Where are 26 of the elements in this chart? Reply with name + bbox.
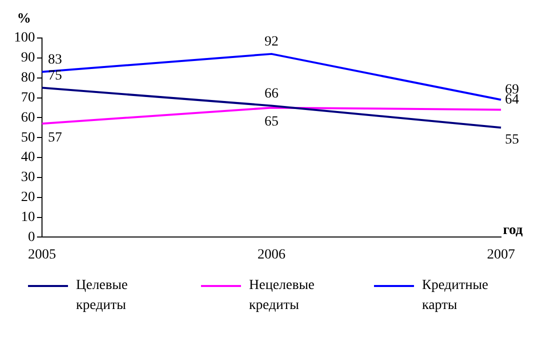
legend-label: Нецелевые кредиты [249,277,316,315]
y-tick-label: 70 [21,90,35,106]
data-label: 66 [264,86,278,102]
x-axis-title: год [503,222,523,238]
y-tick-label: 10 [21,210,35,225]
data-label: 92 [264,34,278,50]
y-tick-label: 20 [21,190,35,206]
y-tick-label: 100 [14,30,35,46]
data-label: 57 [48,130,62,146]
x-tick-label: 2006 [258,247,286,262]
data-label: 55 [505,132,519,148]
y-tick-label: 40 [21,150,35,166]
y-tick-label: 30 [21,170,35,186]
y-tick-label: 50 [21,130,35,146]
y-tick-label: 90 [21,50,35,66]
data-label: 83 [48,52,62,68]
y-tick-label: 0 [28,230,35,245]
data-label: 75 [48,68,62,84]
y-axis-title: % [17,12,31,27]
y-tick-label: 60 [21,110,35,126]
legend-label: Целевые кредиты [76,277,129,315]
legend-label: Кредитные карты [422,277,490,315]
data-label: 65 [264,114,278,130]
x-tick-label: 2007 [487,247,515,262]
x-tick-label: 2005 [28,247,56,262]
y-tick-label: 80 [21,70,35,86]
